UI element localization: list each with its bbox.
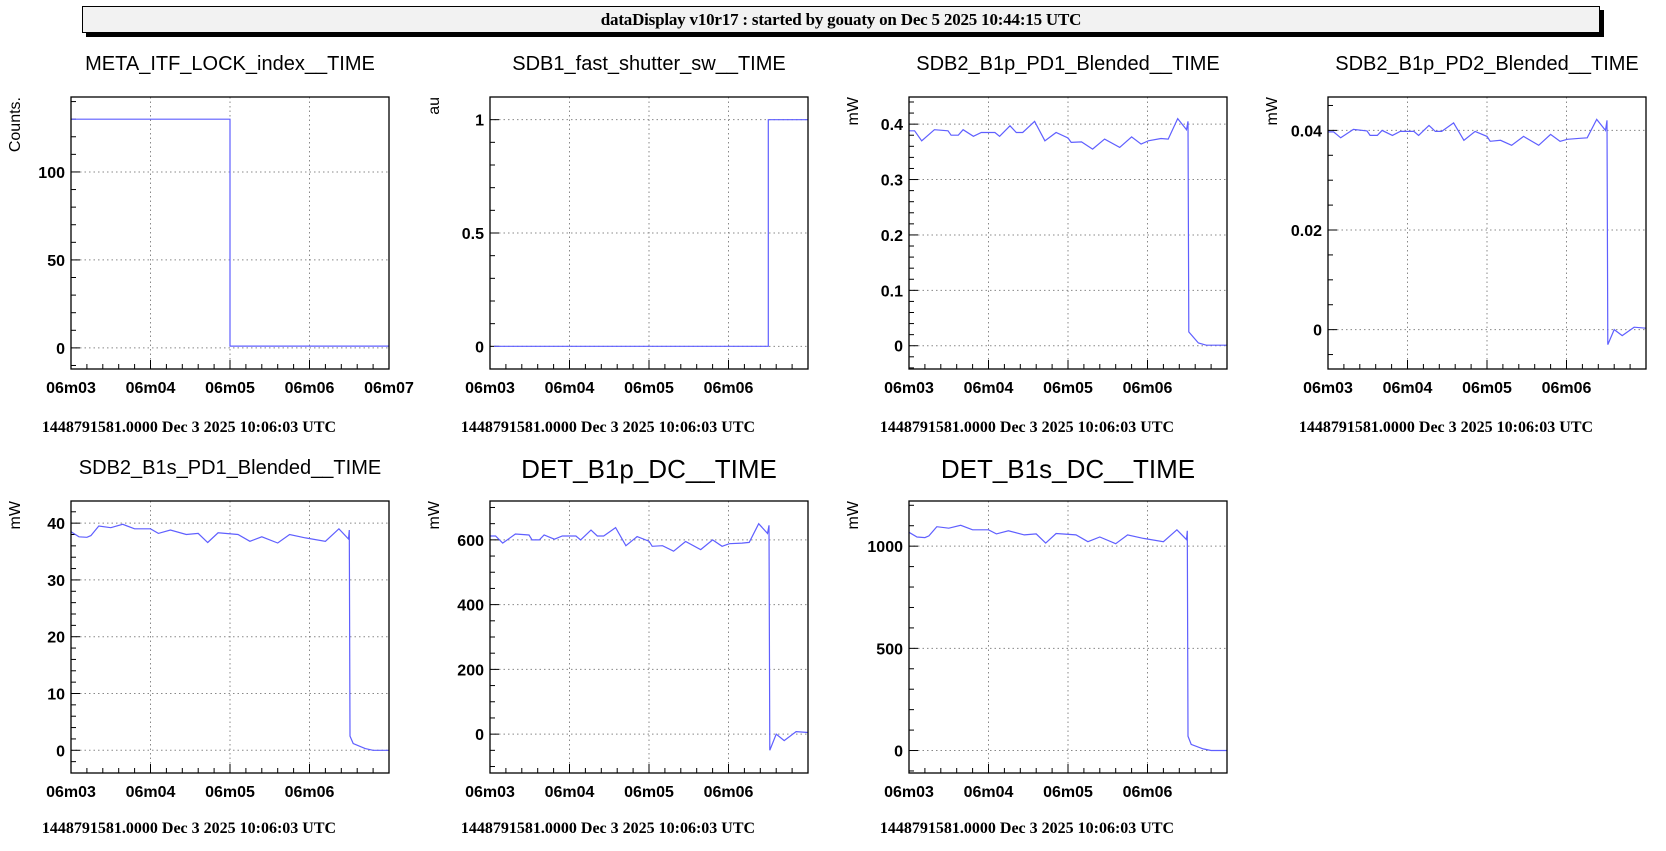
- x-tick-label: 06m04: [1383, 380, 1433, 397]
- chart-panel-det-b1s-dc-time: DET_B1s_DC__TIME mW 1448791581.0000 Dec 3 …: [838, 404, 1256, 844]
- chart-title: SDB1_fast_shutter_sw__TIME: [512, 53, 786, 75]
- app-title-bar: dataDisplay v10r17 : started by gouaty o…: [82, 6, 1600, 33]
- plot-frame: [489, 500, 809, 774]
- x-tick-label: 06m06: [704, 380, 754, 397]
- app-title: dataDisplay v10r17 : started by gouaty o…: [600, 10, 1082, 29]
- x-tick-label: 06m03: [1303, 380, 1353, 397]
- y-tick-label: 0.3: [881, 173, 903, 190]
- time-origin-footer: 1448791581.0000 Dec 3 2025 10:06:03 UTC: [41, 820, 337, 837]
- y-tick-label: 0: [475, 339, 484, 356]
- x-tick-label: 06m06: [1123, 784, 1173, 801]
- chart-panel-meta-itf-lock-index-time: META_ITF_LOCK_index__TIME Counts. 14487915…: [0, 0, 418, 440]
- plot-frame: [70, 96, 390, 370]
- x-tick-label: 06m04: [964, 380, 1014, 397]
- chart-title: META_ITF_LOCK_index__TIME: [85, 53, 375, 75]
- time-origin-footer: 1448791581.0000 Dec 3 2025 10:06:03 UTC: [1298, 419, 1594, 436]
- plot-frame: [1327, 96, 1647, 370]
- y-tick-label: 0: [56, 341, 65, 358]
- chart-plot: 0 200 400 600 06m03 06m04 06m05 06m06: [457, 500, 809, 801]
- y-tick-label: 10: [47, 687, 65, 704]
- time-origin-footer: 1448791581.0000 Dec 3 2025 10:06:03 UTC: [879, 820, 1175, 837]
- y-tick-label: 1000: [867, 539, 903, 556]
- x-tick-label: 06m03: [884, 380, 934, 397]
- x-tick-label: 06m06: [1542, 380, 1592, 397]
- x-tick-label: 06m06: [285, 380, 335, 397]
- data-series-line: [1328, 118, 1647, 345]
- chart-plot: 0 50 100 06m03 06m04 06m05 06m06 06m07: [38, 96, 414, 397]
- y-tick-label: 600: [457, 533, 484, 550]
- y-tick-label: 0.1: [881, 283, 903, 300]
- plot-frame: [908, 96, 1228, 370]
- y-tick-label: 400: [457, 598, 484, 615]
- data-series-line: [908, 524, 1227, 752]
- plot-frame: [489, 96, 809, 370]
- x-tick-label: 06m04: [545, 380, 595, 397]
- y-tick-label: 100: [38, 165, 65, 182]
- y-tick-label: 500: [876, 641, 903, 658]
- plot-frame: [908, 500, 1228, 774]
- y-tick-label: 20: [47, 630, 65, 647]
- chart-title: SDB2_B1s_PD1_Blended__TIME: [78, 457, 382, 479]
- x-tick-label: 06m04: [126, 380, 176, 397]
- y-tick-label: 0: [475, 727, 484, 744]
- x-tick-label: 06m05: [1462, 380, 1512, 397]
- x-tick-label: 06m05: [205, 380, 255, 397]
- y-tick-label: 0.4: [881, 117, 903, 134]
- y-tick-label: 0: [56, 743, 65, 760]
- chart-plot: 0 0.5 1 06m03 06m04 06m05 06m06: [462, 96, 809, 397]
- y-tick-label: 0: [1313, 323, 1322, 340]
- x-tick-label: 06m07: [364, 380, 414, 397]
- data-series-line: [70, 523, 389, 751]
- chart-title: SDB2_B1p_PD2_Blended__TIME: [1335, 53, 1639, 75]
- data-series-line: [494, 119, 808, 347]
- y-tick-label: 40: [47, 516, 65, 533]
- x-tick-label: 06m05: [624, 380, 674, 397]
- x-tick-label: 06m03: [465, 784, 515, 801]
- x-tick-label: 06m04: [964, 784, 1014, 801]
- chart-title: DET_B1p_DC__TIME: [521, 454, 777, 484]
- chart-panel-sdb2-b1p-pd1-blended-time: SDB2_B1p_PD1_Blended__TIME mW 1448791581.0…: [838, 0, 1256, 440]
- chart-plot: 0 0.02 0.04 06m03 06m04 06m05 06m06: [1291, 96, 1647, 397]
- y-tick-label: 0.2: [881, 228, 903, 245]
- data-series-line: [490, 522, 809, 751]
- data-series-line: [71, 118, 389, 347]
- x-tick-label: 06m06: [1123, 380, 1173, 397]
- data-series-line: [909, 117, 1227, 346]
- x-tick-label: 06m05: [1043, 784, 1093, 801]
- y-tick-label: 30: [47, 573, 65, 590]
- x-tick-label: 06m06: [285, 784, 335, 801]
- time-origin-footer: 1448791581.0000 Dec 3 2025 10:06:03 UTC: [460, 820, 756, 837]
- chart-title: SDB2_B1p_PD1_Blended__TIME: [916, 53, 1220, 75]
- chart-panel-sdb2-b1p-pd2-blended-time: SDB2_B1p_PD2_Blended__TIME mW 1448791581.0…: [1257, 0, 1666, 440]
- y-tick-label: 1: [475, 113, 484, 130]
- plot-frame: [70, 500, 390, 774]
- x-tick-label: 06m03: [46, 784, 96, 801]
- x-tick-label: 06m05: [624, 784, 674, 801]
- x-tick-label: 06m03: [465, 380, 515, 397]
- time-origin-footer: 1448791581.0000 Dec 3 2025 10:06:03 UTC: [41, 419, 337, 436]
- chart-panel-det-b1p-dc-time: DET_B1p_DC__TIME mW 1448791581.0000 Dec 3 …: [419, 404, 837, 844]
- y-tick-label: 0.5: [462, 226, 484, 243]
- time-origin-footer: 1448791581.0000 Dec 3 2025 10:06:03 UTC: [460, 419, 756, 436]
- y-tick-label: 50: [47, 253, 65, 270]
- chart-panel-sdb2-b1s-pd1-blended-time: SDB2_B1s_PD1_Blended__TIME mW 1448791581.0…: [0, 404, 418, 844]
- x-tick-label: 06m05: [1043, 380, 1093, 397]
- y-tick-label: 0.02: [1291, 223, 1322, 240]
- y-tick-label: 0: [894, 339, 903, 356]
- y-tick-label: 200: [457, 662, 484, 679]
- x-tick-label: 06m03: [884, 784, 934, 801]
- x-tick-label: 06m06: [704, 784, 754, 801]
- x-tick-label: 06m04: [545, 784, 595, 801]
- chart-plot: 0 500 1000 06m03 06m04 06m05 06m06: [867, 500, 1228, 801]
- time-origin-footer: 1448791581.0000 Dec 3 2025 10:06:03 UTC: [879, 419, 1175, 436]
- chart-plot: 0 0.1 0.2 0.3 0.4 06m03 06m04 06m05 06m06: [881, 96, 1228, 397]
- x-tick-label: 06m04: [126, 784, 176, 801]
- chart-panel-sdb1-fast-shutter-sw-time: SDB1_fast_shutter_sw__TIME au 1448791581.0…: [419, 0, 837, 440]
- x-tick-label: 06m05: [205, 784, 255, 801]
- x-tick-label: 06m03: [46, 380, 96, 397]
- chart-plot: 0 10 20 30 40 06m03 06m04 06m05 06m06: [46, 500, 390, 801]
- chart-title: DET_B1s_DC__TIME: [940, 454, 1196, 484]
- y-tick-label: 0: [894, 744, 903, 761]
- y-tick-label: 0.04: [1291, 123, 1322, 140]
